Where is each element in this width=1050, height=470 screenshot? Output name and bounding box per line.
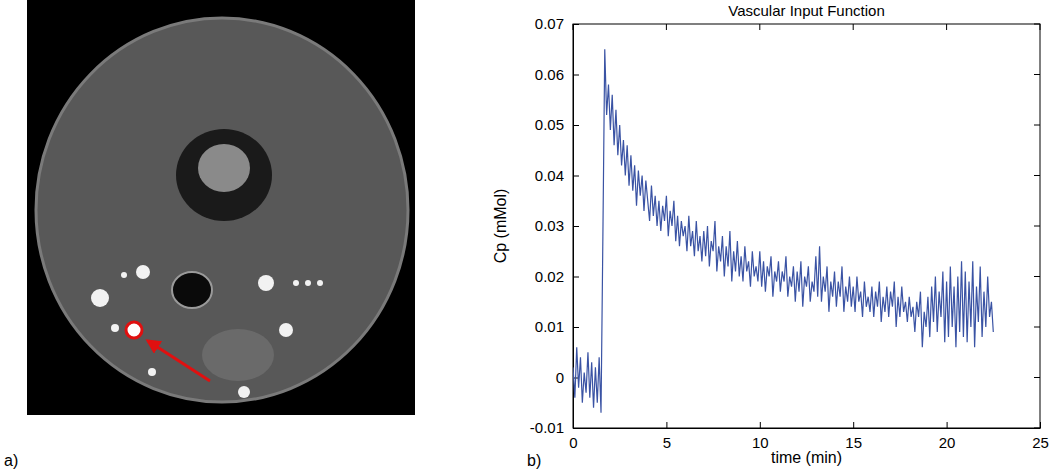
tick-label: 0	[569, 434, 577, 451]
vessel	[91, 289, 109, 307]
tick: 0.05	[535, 116, 579, 133]
vessel	[317, 280, 323, 286]
tick-mark	[946, 24, 947, 30]
tick: 15	[845, 422, 862, 451]
spine-ring	[176, 129, 272, 221]
tick: 5	[663, 422, 671, 451]
vessel	[111, 324, 119, 332]
tick-label: 0.05	[535, 116, 564, 133]
tick: 0.06	[535, 66, 579, 83]
vessel	[293, 280, 299, 286]
tick-mark	[1034, 125, 1040, 126]
tick-mark	[573, 24, 574, 30]
y-axis: -0.01 0 0.01 0.02 0.03 0.04 0.05 0.06 0.07	[530, 15, 579, 436]
tick-mark	[573, 327, 579, 328]
tick-mark	[947, 422, 948, 428]
tick-mark	[573, 176, 579, 177]
mri-image	[27, 0, 415, 415]
tick-mark	[853, 24, 854, 30]
tick-mark	[760, 422, 761, 428]
vessel	[136, 265, 150, 279]
tick: 0.02	[535, 268, 579, 285]
tick: 0.03	[535, 217, 579, 234]
tick-mark	[1040, 24, 1041, 30]
tick-mark	[1034, 24, 1040, 25]
tick: 10	[752, 422, 769, 451]
tick-mark	[1034, 428, 1040, 429]
chart-title: Vascular Input Function	[728, 2, 884, 19]
tick-mark	[1040, 422, 1041, 428]
tick-mark	[573, 226, 579, 227]
tick-label: 5	[663, 434, 671, 451]
vessel	[279, 323, 293, 337]
tick-label: 20	[939, 434, 956, 451]
tick-label: 0.04	[535, 167, 564, 184]
tick: -0.01	[530, 419, 579, 436]
x-axis: 0 5 10 15 20 25	[569, 422, 1049, 451]
tick-label: 25	[1032, 434, 1049, 451]
tick-mark	[1034, 276, 1040, 277]
tick-mark	[573, 24, 579, 25]
tick-mark	[1034, 226, 1040, 227]
panel-label: a)	[4, 452, 18, 469]
spine-core	[198, 144, 250, 192]
tick-mark	[573, 428, 579, 429]
y-axis-title: Cp (mMol)	[492, 189, 509, 264]
trachea	[172, 272, 212, 308]
vessel	[238, 386, 250, 398]
tick-label: 0.07	[535, 15, 564, 32]
tick-mark	[1034, 327, 1040, 328]
tick-mark	[666, 422, 667, 428]
vessel	[121, 272, 127, 278]
tick-mark	[1034, 377, 1040, 378]
tick-label: 0.06	[535, 66, 564, 83]
vessel	[258, 275, 274, 291]
body-cross-section	[36, 18, 408, 402]
tick-mark	[666, 24, 667, 30]
tick-label: 0.01	[535, 318, 564, 335]
tick: 0.04	[535, 167, 579, 184]
muscle	[202, 329, 274, 381]
tick-label: 15	[845, 434, 862, 451]
figure: a) b) 0 5 10 15 20 25 -0.01 0 0.01 0.02 0.03 0.04 0.05…	[0, 0, 1050, 470]
tick-mark	[573, 75, 579, 76]
tick-mark	[853, 422, 854, 428]
roi-arrow	[148, 341, 210, 381]
tick: 0.01	[535, 318, 579, 335]
tick-mark	[1034, 175, 1040, 176]
tick-mark	[759, 24, 760, 30]
vessel	[148, 368, 156, 376]
roi-circle	[126, 322, 142, 338]
tick-label: 0	[556, 369, 564, 386]
panel-label: b)	[527, 452, 541, 469]
tick-mark	[1034, 74, 1040, 75]
tick-label: 0.03	[535, 217, 564, 234]
axis-line	[574, 428, 1041, 429]
tick-label: 0.02	[535, 268, 564, 285]
tick: 20	[939, 422, 956, 451]
tick-mark	[573, 125, 579, 126]
plot-lines	[573, 49, 993, 413]
image-background	[27, 0, 415, 415]
tick-label: -0.01	[530, 419, 564, 436]
vessel	[305, 280, 311, 286]
tick-label: 10	[752, 434, 769, 451]
data-line	[573, 49, 993, 413]
x-axis-title: time (min)	[771, 449, 842, 466]
tick: 25	[1032, 422, 1049, 451]
plot-area	[573, 24, 1040, 428]
tick: 0.07	[535, 15, 579, 32]
tick-mark	[573, 277, 579, 278]
